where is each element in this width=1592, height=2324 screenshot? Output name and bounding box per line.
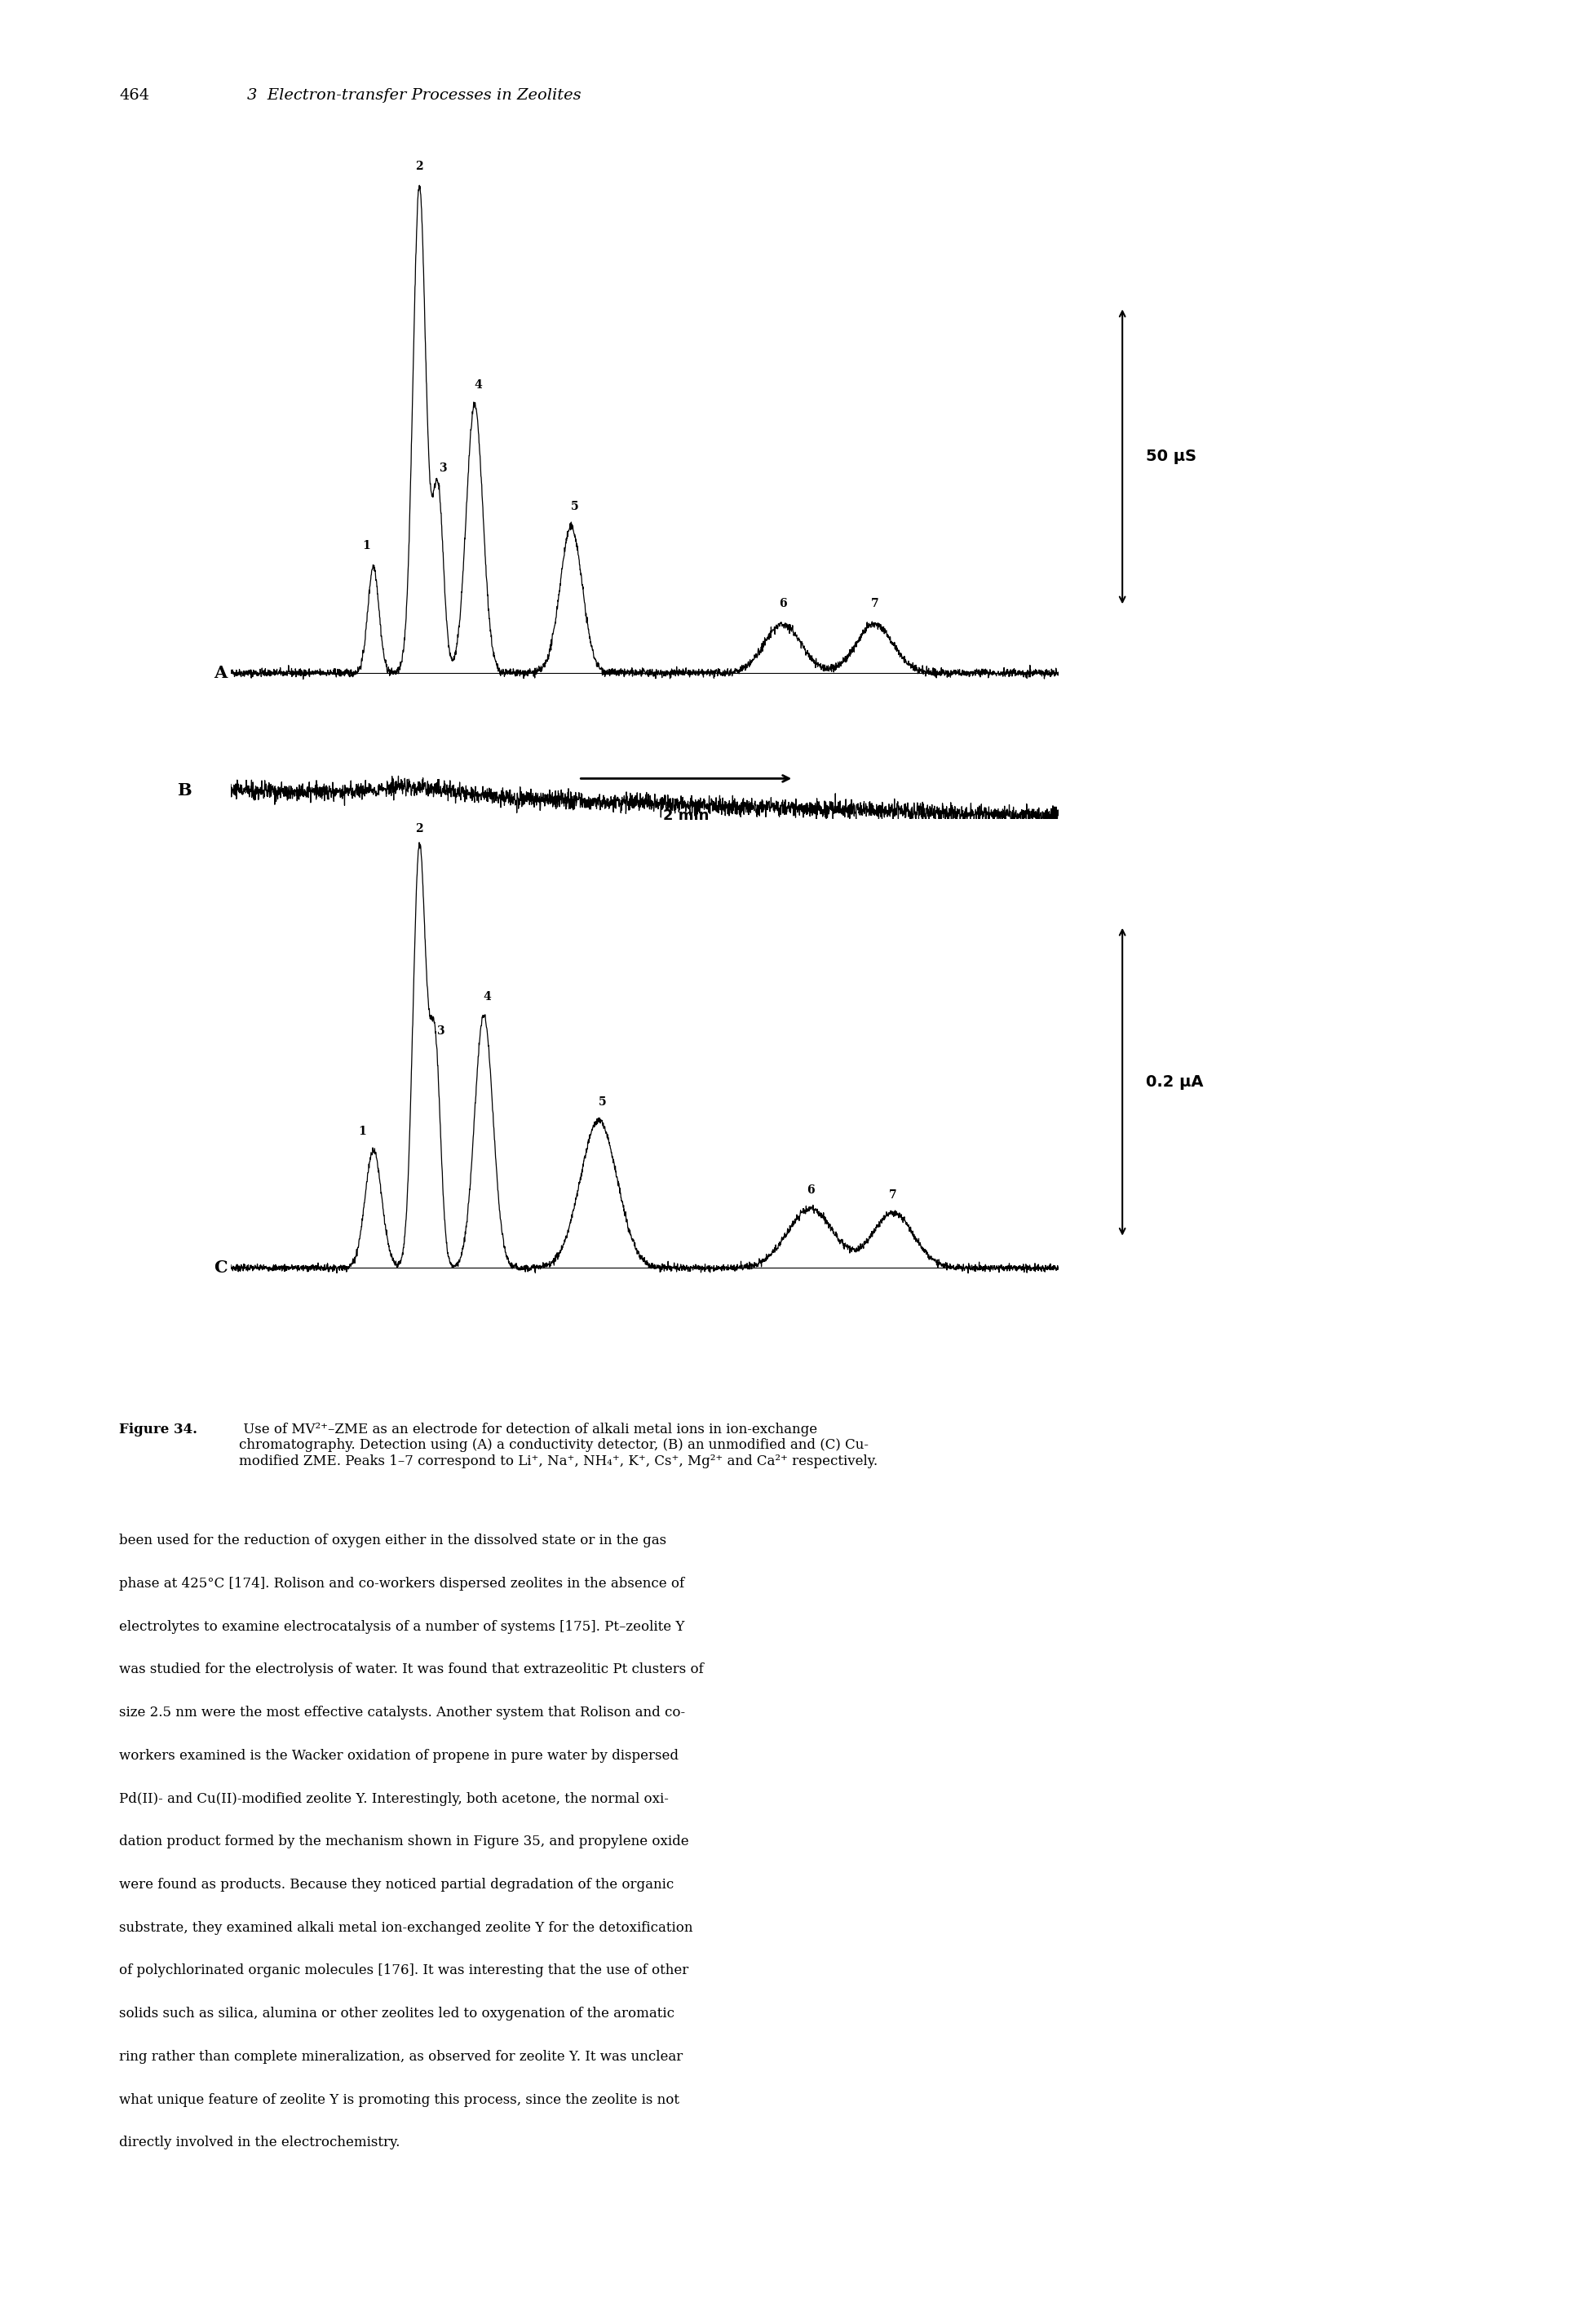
Text: 4: 4 <box>474 379 482 390</box>
Text: Figure 34.: Figure 34. <box>119 1422 197 1436</box>
Text: 7: 7 <box>871 597 879 609</box>
Text: solids such as silica, alumina or other zeolites led to oxygenation of the aroma: solids such as silica, alumina or other … <box>119 2006 675 2020</box>
Text: Pd(II)- and Cu(II)-modified zeolite Y. Interestingly, both acetone, the normal o: Pd(II)- and Cu(II)-modified zeolite Y. I… <box>119 1792 669 1806</box>
Text: 2: 2 <box>416 160 423 172</box>
Text: 5: 5 <box>572 502 579 514</box>
Text: 3: 3 <box>436 1025 444 1037</box>
Text: were found as products. Because they noticed partial degradation of the organic: were found as products. Because they not… <box>119 1878 673 1892</box>
Text: electrolytes to examine electrocatalysis of a number of systems [175]. Pt–zeolit: electrolytes to examine electrocatalysis… <box>119 1620 685 1634</box>
Text: A: A <box>213 665 228 681</box>
Text: phase at 425°C [174]. Rolison and co-workers dispersed zeolites in the absence o: phase at 425°C [174]. Rolison and co-wor… <box>119 1576 685 1590</box>
Text: Use of MV²⁺–ZME as an electrode for detection of alkali metal ions in ion-exchan: Use of MV²⁺–ZME as an electrode for dete… <box>239 1422 877 1469</box>
Text: directly involved in the electrochemistry.: directly involved in the electrochemistr… <box>119 2136 400 2150</box>
Text: 6: 6 <box>778 597 786 609</box>
Text: 464: 464 <box>119 88 150 102</box>
Text: C: C <box>213 1260 228 1276</box>
Text: 5: 5 <box>599 1097 607 1109</box>
Text: been used for the reduction of oxygen either in the dissolved state or in the ga: been used for the reduction of oxygen ei… <box>119 1534 667 1548</box>
Text: 4: 4 <box>484 992 492 1002</box>
Text: 6: 6 <box>807 1185 814 1197</box>
Text: 7: 7 <box>890 1190 896 1202</box>
Text: 3  Electron-transfer Processes in Zeolites: 3 Electron-transfer Processes in Zeolite… <box>247 88 581 102</box>
Text: 50 μS: 50 μS <box>1146 449 1197 465</box>
Text: 1: 1 <box>361 539 369 551</box>
Text: 0.2 μA: 0.2 μA <box>1146 1074 1204 1090</box>
Text: 1: 1 <box>358 1125 366 1136</box>
Text: size 2.5 nm were the most effective catalysts. Another system that Rolison and c: size 2.5 nm were the most effective cata… <box>119 1706 686 1720</box>
Text: substrate, they examined alkali metal ion-exchanged zeolite Y for the detoxifica: substrate, they examined alkali metal io… <box>119 1920 693 1934</box>
Text: 3: 3 <box>438 462 446 474</box>
Text: was studied for the electrolysis of water. It was found that extrazeolitic Pt cl: was studied for the electrolysis of wate… <box>119 1664 704 1676</box>
Text: of polychlorinated organic molecules [176]. It was interesting that the use of o: of polychlorinated organic molecules [17… <box>119 1964 689 1978</box>
Text: 2 min: 2 min <box>664 809 708 823</box>
Text: what unique feature of zeolite Y is promoting this process, since the zeolite is: what unique feature of zeolite Y is prom… <box>119 2092 680 2106</box>
Text: workers examined is the Wacker oxidation of propene in pure water by dispersed: workers examined is the Wacker oxidation… <box>119 1748 678 1762</box>
Text: 2: 2 <box>416 823 423 834</box>
Text: B: B <box>177 781 191 799</box>
Text: ring rather than complete mineralization, as observed for zeolite Y. It was uncl: ring rather than complete mineralization… <box>119 2050 683 2064</box>
Text: dation product formed by the mechanism shown in Figure 35, and propylene oxide: dation product formed by the mechanism s… <box>119 1836 689 1848</box>
